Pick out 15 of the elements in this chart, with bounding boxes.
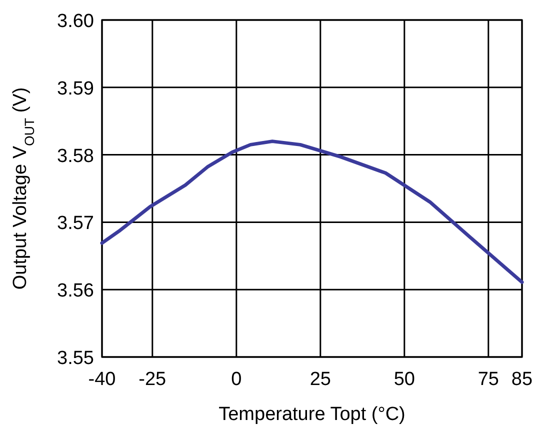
x-tick-label: 25 [310, 369, 331, 390]
x-tick-label: 0 [231, 369, 242, 390]
line-series [100, 140, 524, 284]
x-tick-label: 85 [511, 369, 533, 390]
x-tick-label: 75 [478, 369, 499, 390]
x-tick-label: -40 [88, 369, 116, 390]
x-tick-label: -25 [138, 369, 166, 390]
y-tick-label: 3.55 [57, 348, 94, 369]
y-tick-label: 3.57 [57, 213, 94, 234]
y-tick-label: 3.59 [57, 78, 94, 100]
x-axis-title: Temperature Topt (°C) [218, 404, 406, 425]
x-tick-label: 50 [394, 369, 415, 390]
y-tick-label: 3.58 [57, 146, 94, 167]
y-tick-label: 3.56 [57, 280, 94, 302]
y-tick-label: 3.60 [57, 11, 94, 32]
